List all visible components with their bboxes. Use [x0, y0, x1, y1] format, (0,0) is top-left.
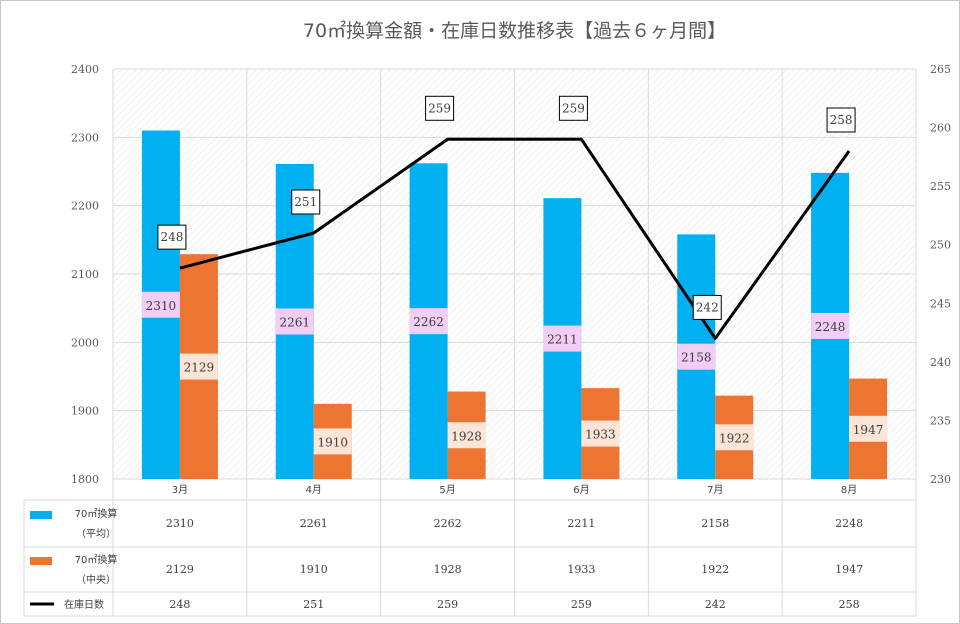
table-cell: 2158 — [701, 517, 729, 530]
line-label-box — [826, 107, 856, 133]
data-label: 2261 — [279, 315, 310, 329]
table-cell: 2261 — [300, 517, 328, 530]
table-cell: 2129 — [166, 563, 194, 576]
data-label: 2211 — [547, 333, 578, 347]
table-cell: 2262 — [434, 517, 462, 530]
table-cell: 1947 — [835, 563, 863, 576]
table-cell: 251 — [303, 598, 324, 611]
y2-tick-label: 240 — [930, 356, 951, 369]
table-cell: 259 — [437, 598, 458, 611]
y-tick-label: 2200 — [71, 200, 99, 213]
data-label-bg — [179, 353, 218, 380]
table-cell: 1928 — [434, 563, 462, 576]
data-label: 2158 — [681, 351, 712, 365]
data-label: 1928 — [451, 429, 482, 443]
y-tick-label: 1800 — [71, 473, 99, 486]
data-label: 2262 — [413, 315, 444, 329]
data-label: 2248 — [815, 320, 846, 334]
x-tick-label: 6月 — [573, 484, 589, 496]
y2-tick-label: 260 — [930, 122, 951, 135]
legend-label: 70㎡換算 — [75, 507, 118, 520]
x-tick-label: 4月 — [306, 484, 322, 496]
table-cell: 2211 — [567, 517, 595, 530]
line-data-label: 242 — [696, 300, 719, 314]
y2-tick-label: 245 — [930, 297, 951, 310]
legend-label: （平均） — [76, 528, 116, 540]
legend-key — [30, 557, 52, 565]
y2-tick-label: 255 — [930, 180, 951, 193]
legend-label: （中央） — [76, 573, 116, 586]
data-label-bg — [141, 291, 180, 318]
table-cell: 259 — [571, 598, 592, 611]
y-tick-label: 2300 — [71, 131, 99, 144]
data-label: 1910 — [317, 435, 348, 449]
y-tick-label: 2400 — [71, 63, 99, 76]
data-label-bg — [849, 415, 888, 442]
table-cell: 258 — [839, 598, 860, 611]
data-label-bg — [543, 325, 582, 352]
line-data-label: 259 — [562, 101, 585, 115]
table-cell: 248 — [169, 598, 190, 611]
line-label-box — [425, 95, 455, 121]
chart-title: 70㎡換算金額・在庫日数推移表【過去６ヶ月間】 — [303, 19, 726, 42]
data-label-bg — [409, 308, 448, 335]
data-label-bg — [313, 428, 352, 455]
data-label: 2129 — [184, 361, 215, 375]
legend-label: 70㎡換算 — [75, 553, 118, 566]
line-data-label: 259 — [428, 101, 451, 115]
data-label: 2310 — [146, 299, 177, 313]
data-label-bg — [811, 312, 850, 339]
line-label-box — [692, 294, 722, 320]
data-label: 1933 — [585, 428, 616, 442]
y2-tick-label: 250 — [930, 239, 951, 252]
data-label: 1947 — [853, 423, 884, 437]
line-data-label: 248 — [160, 230, 183, 244]
table-cell: 1922 — [701, 563, 729, 576]
line-label-box — [558, 95, 588, 121]
line-label-box — [291, 189, 321, 215]
table-cell: 1933 — [567, 563, 595, 576]
y2-tick-label: 235 — [930, 414, 951, 427]
y-tick-label: 2100 — [71, 268, 99, 281]
data-label-bg — [581, 420, 620, 447]
series-line — [179, 137, 851, 340]
x-tick-label: 7月 — [707, 484, 723, 496]
data-label-bg — [447, 422, 486, 449]
line-label-box — [157, 224, 187, 250]
y2-tick-label: 265 — [930, 63, 951, 76]
data-label: 1922 — [719, 431, 750, 445]
data-label-bg — [275, 308, 314, 335]
data-label-bg — [677, 343, 716, 370]
table-cell: 2310 — [166, 517, 194, 530]
table-cell: 1910 — [300, 563, 328, 576]
table-cell: 242 — [705, 598, 726, 611]
x-tick-label: 3月 — [172, 484, 188, 496]
y-tick-label: 2000 — [71, 336, 99, 349]
y2-tick-label: 230 — [930, 473, 951, 486]
table-cell: 2248 — [835, 517, 863, 530]
line-data-label: 258 — [830, 113, 853, 127]
legend-label: 在庫日数 — [64, 598, 104, 611]
x-tick-label: 5月 — [439, 484, 455, 496]
x-tick-label: 8月 — [841, 484, 857, 496]
data-label-bg — [715, 424, 754, 451]
legend-key — [30, 511, 52, 519]
y-tick-label: 1900 — [71, 405, 99, 418]
line-data-label: 251 — [294, 195, 317, 209]
